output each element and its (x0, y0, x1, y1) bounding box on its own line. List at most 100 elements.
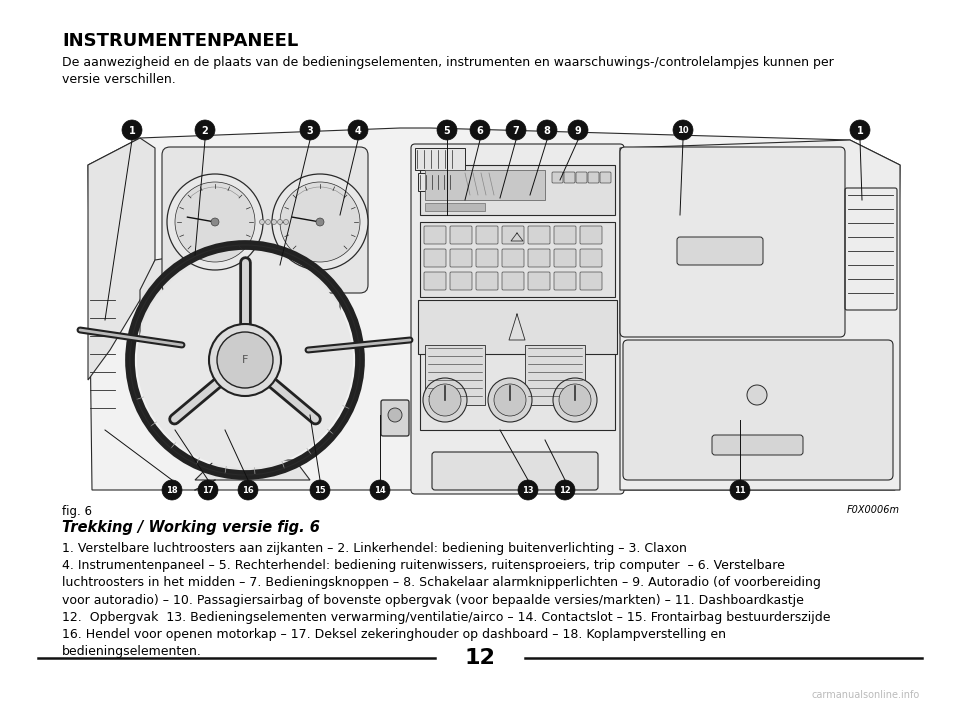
Circle shape (555, 480, 575, 500)
FancyBboxPatch shape (420, 340, 615, 430)
Circle shape (370, 480, 390, 500)
FancyBboxPatch shape (580, 272, 602, 290)
FancyBboxPatch shape (502, 272, 524, 290)
Text: De aanwezigheid en de plaats van de bedieningselementen, instrumenten en waarsch: De aanwezigheid en de plaats van de bedi… (62, 56, 833, 86)
FancyBboxPatch shape (528, 226, 550, 244)
FancyBboxPatch shape (432, 452, 598, 490)
Circle shape (537, 120, 557, 140)
FancyBboxPatch shape (415, 148, 465, 170)
Circle shape (277, 220, 282, 225)
Circle shape (388, 408, 402, 422)
Circle shape (198, 480, 218, 500)
Polygon shape (88, 138, 155, 380)
Circle shape (568, 120, 588, 140)
Text: 8: 8 (543, 125, 550, 135)
Circle shape (259, 220, 265, 225)
Circle shape (238, 480, 258, 500)
Text: 3: 3 (306, 125, 313, 135)
Text: 1: 1 (856, 125, 863, 135)
Text: 14: 14 (374, 486, 386, 495)
Circle shape (300, 120, 320, 140)
Circle shape (217, 332, 273, 388)
Text: 4: 4 (354, 125, 361, 135)
FancyBboxPatch shape (712, 435, 803, 455)
FancyBboxPatch shape (620, 147, 845, 337)
Circle shape (673, 120, 693, 140)
Circle shape (559, 384, 591, 416)
Text: Trekking / Working versie fig. 6: Trekking / Working versie fig. 6 (62, 520, 320, 535)
Circle shape (506, 120, 526, 140)
FancyBboxPatch shape (502, 249, 524, 267)
Circle shape (747, 385, 767, 405)
FancyBboxPatch shape (580, 226, 602, 244)
Circle shape (310, 480, 330, 500)
Circle shape (850, 120, 870, 140)
FancyBboxPatch shape (576, 172, 587, 183)
Text: 1: 1 (129, 125, 135, 135)
Circle shape (272, 174, 368, 270)
FancyBboxPatch shape (580, 249, 602, 267)
Circle shape (283, 220, 289, 225)
Text: 1. Verstelbare luchtroosters aan zijkanten – 2. Linkerhendel: bediening buitenve: 1. Verstelbare luchtroosters aan zijkant… (62, 542, 830, 658)
Circle shape (316, 218, 324, 226)
Circle shape (272, 220, 276, 225)
Circle shape (211, 218, 219, 226)
FancyBboxPatch shape (425, 345, 485, 405)
FancyBboxPatch shape (528, 249, 550, 267)
FancyBboxPatch shape (424, 249, 446, 267)
Circle shape (518, 480, 538, 500)
FancyBboxPatch shape (425, 170, 545, 200)
FancyBboxPatch shape (554, 249, 576, 267)
Text: 10: 10 (677, 126, 689, 135)
FancyBboxPatch shape (418, 173, 463, 191)
Text: 12: 12 (465, 648, 495, 668)
Circle shape (280, 182, 360, 262)
Polygon shape (195, 460, 310, 480)
Text: 2: 2 (202, 125, 208, 135)
Text: 6: 6 (476, 125, 484, 135)
FancyBboxPatch shape (502, 226, 524, 244)
Circle shape (494, 384, 526, 416)
Circle shape (167, 174, 263, 270)
FancyBboxPatch shape (588, 172, 599, 183)
Circle shape (437, 120, 457, 140)
Circle shape (209, 324, 281, 396)
FancyBboxPatch shape (450, 272, 472, 290)
FancyBboxPatch shape (476, 226, 498, 244)
FancyBboxPatch shape (411, 144, 624, 494)
Polygon shape (140, 248, 340, 390)
Circle shape (470, 120, 490, 140)
Text: 12: 12 (559, 486, 571, 495)
Circle shape (730, 480, 750, 500)
FancyBboxPatch shape (677, 237, 763, 265)
FancyBboxPatch shape (554, 226, 576, 244)
FancyBboxPatch shape (450, 249, 472, 267)
Circle shape (488, 378, 532, 422)
FancyBboxPatch shape (564, 172, 575, 183)
Text: F: F (242, 355, 249, 365)
FancyBboxPatch shape (381, 400, 409, 436)
Text: 13: 13 (522, 486, 534, 495)
Text: 11: 11 (734, 486, 746, 495)
FancyBboxPatch shape (554, 272, 576, 290)
FancyBboxPatch shape (424, 226, 446, 244)
Text: 9: 9 (575, 125, 582, 135)
Circle shape (175, 182, 255, 262)
Polygon shape (620, 140, 900, 490)
FancyBboxPatch shape (450, 226, 472, 244)
Text: 15: 15 (314, 486, 325, 495)
FancyBboxPatch shape (418, 300, 617, 354)
FancyBboxPatch shape (425, 203, 485, 211)
Circle shape (137, 252, 353, 468)
FancyBboxPatch shape (420, 222, 615, 297)
Text: F0X0006m: F0X0006m (847, 505, 900, 515)
FancyBboxPatch shape (476, 249, 498, 267)
Text: INSTRUMENTENPANEEL: INSTRUMENTENPANEEL (62, 32, 299, 50)
Circle shape (122, 120, 142, 140)
Text: 16: 16 (242, 486, 253, 495)
FancyBboxPatch shape (162, 147, 368, 293)
Circle shape (423, 378, 467, 422)
FancyBboxPatch shape (476, 272, 498, 290)
FancyBboxPatch shape (424, 272, 446, 290)
Text: carmanualsonline.info: carmanualsonline.info (812, 690, 920, 700)
